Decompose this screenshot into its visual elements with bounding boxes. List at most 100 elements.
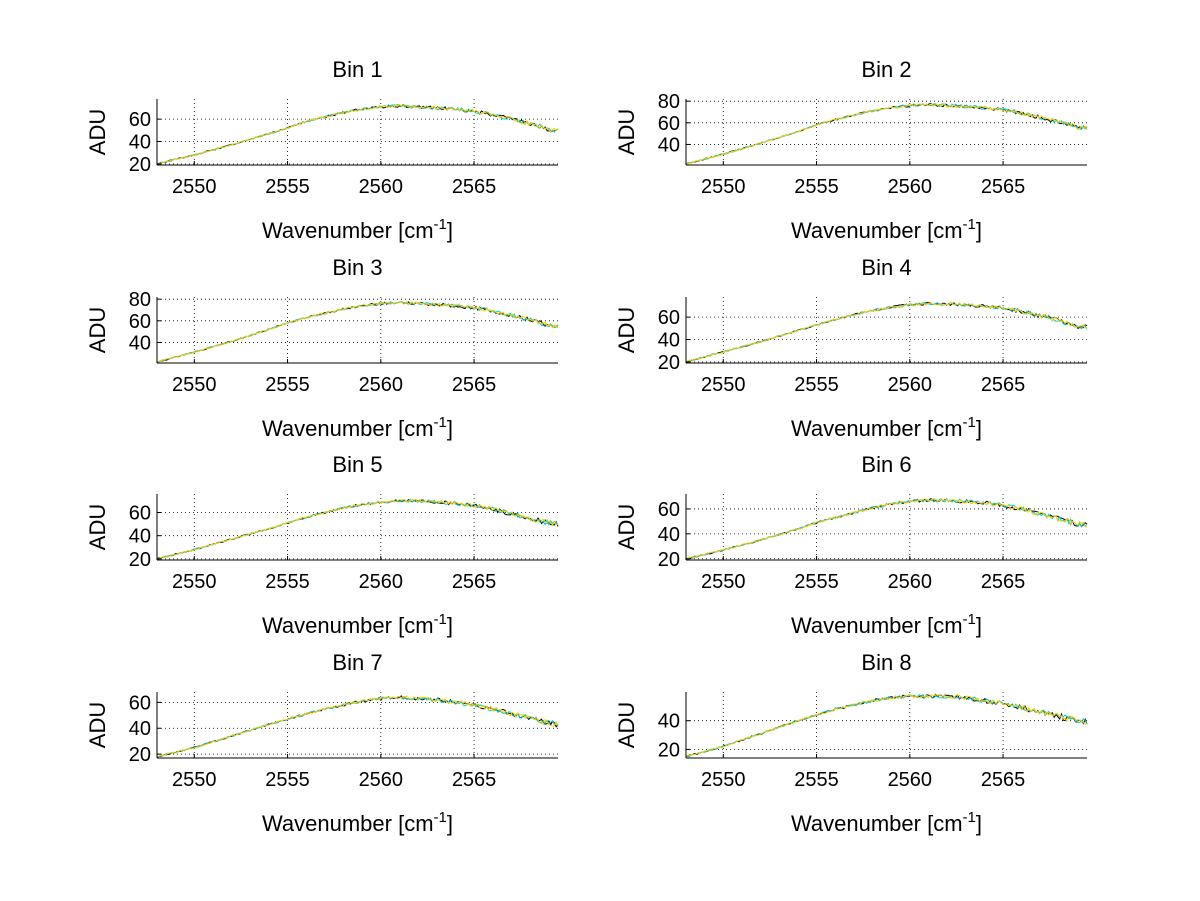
x-axis-label-superscript: -1	[963, 611, 976, 628]
x-tick-label: 2550	[701, 769, 746, 791]
x-axis-label-main: Wavenumber [cm	[791, 218, 963, 243]
x-axis-label-end: ]	[976, 613, 982, 638]
x-axis-label-end: ]	[447, 416, 453, 441]
x-tick-label: 2555	[794, 769, 839, 791]
x-axis-label: Wavenumber [cm-1]	[262, 611, 453, 638]
x-tick-label: 2560	[888, 571, 933, 593]
subplot-7: 2550 2555 2560 2565 20 40 60 Bin 7 Wavenumber [c…	[85, 650, 559, 836]
x-axis-label-end: ]	[976, 811, 982, 836]
x-tick-label: 2555	[794, 176, 839, 198]
x-axis-label-superscript: -1	[963, 414, 976, 431]
x-tick-label: 2560	[359, 374, 404, 396]
subplot-title: Bin 6	[861, 452, 911, 477]
series-line-yellow	[685, 694, 1088, 757]
y-tick-label: 60	[129, 503, 151, 525]
x-tick-label: 2560	[359, 769, 404, 791]
x-tick-label: 2550	[701, 571, 746, 593]
series-line-yellow	[156, 103, 559, 165]
x-axis-label-end: ]	[447, 811, 453, 836]
subplot-title: Bin 2	[861, 57, 911, 82]
subplot-title: Bin 1	[332, 57, 382, 82]
x-axis-label-end: ]	[447, 218, 453, 243]
y-tick-label: 40	[129, 526, 151, 548]
x-tick-label: 2560	[359, 176, 404, 198]
x-axis-label-superscript: -1	[434, 216, 447, 233]
y-tick-label: 60	[129, 311, 151, 333]
subplot-title: Bin 4	[861, 255, 911, 280]
x-axis-label-main: Wavenumber [cm	[791, 811, 963, 836]
x-axis-label-superscript: -1	[434, 809, 447, 826]
x-axis-label: Wavenumber [cm-1]	[262, 414, 453, 441]
x-axis-label-main: Wavenumber [cm	[791, 613, 963, 638]
y-tick-label: 60	[658, 307, 680, 329]
x-tick-label: 2565	[452, 769, 497, 791]
series-line-yellow	[156, 300, 559, 363]
x-axis-label-superscript: -1	[434, 414, 447, 431]
x-axis-label: Wavenumber [cm-1]	[791, 414, 982, 441]
y-tick-label: 60	[129, 109, 151, 131]
series-line-yellow	[685, 498, 1088, 559]
y-tick-label: 40	[129, 132, 151, 154]
y-tick-label: 20	[658, 739, 680, 761]
y-tick-label: 40	[129, 718, 151, 740]
subplot-8: 2550 2555 2560 2565 20 40 Bin 8 Wavenumber [cm-…	[614, 650, 1088, 836]
series-line-yellow	[156, 695, 559, 757]
y-axis-label: ADU	[85, 307, 110, 353]
x-tick-label: 2555	[265, 571, 310, 593]
y-axis-label: ADU	[85, 109, 110, 155]
x-tick-label: 2565	[452, 176, 497, 198]
subplot-title: Bin 3	[332, 255, 382, 280]
x-tick-label: 2555	[265, 769, 310, 791]
x-tick-label: 2555	[794, 374, 839, 396]
x-tick-label: 2550	[172, 571, 217, 593]
y-tick-label: 20	[129, 154, 151, 176]
x-axis-label-main: Wavenumber [cm	[262, 811, 434, 836]
series-line-yellow	[685, 103, 1088, 165]
y-tick-label: 60	[658, 113, 680, 135]
x-tick-label: 2565	[452, 374, 497, 396]
y-axis-label: ADU	[85, 504, 110, 550]
x-tick-label: 2550	[172, 769, 217, 791]
x-tick-label: 2550	[701, 176, 746, 198]
x-tick-label: 2555	[794, 571, 839, 593]
y-tick-label: 40	[658, 524, 680, 546]
x-tick-label: 2565	[981, 769, 1026, 791]
series-line-yellow	[156, 498, 559, 560]
subplot-6: 2550 2555 2560 2565 20 40 60 Bin 6 Wavenumber [c…	[614, 452, 1088, 638]
x-tick-label: 2550	[701, 374, 746, 396]
y-tick-label: 20	[658, 352, 680, 374]
x-tick-label: 2560	[888, 769, 933, 791]
subplot-title: Bin 5	[332, 452, 382, 477]
x-tick-label: 2565	[981, 571, 1026, 593]
x-tick-label: 2555	[265, 176, 310, 198]
y-axis-label: ADU	[614, 307, 639, 353]
subplot-title: Bin 8	[861, 650, 911, 675]
x-axis-label: Wavenumber [cm-1]	[791, 809, 982, 836]
x-tick-label: 2560	[888, 176, 933, 198]
x-tick-label: 2560	[359, 571, 404, 593]
x-tick-label: 2550	[172, 374, 217, 396]
x-tick-label: 2555	[265, 374, 310, 396]
y-axis-label: ADU	[614, 109, 639, 155]
x-tick-label: 2560	[888, 374, 933, 396]
x-axis-label-superscript: -1	[963, 216, 976, 233]
x-axis-label: Wavenumber [cm-1]	[262, 216, 453, 243]
x-axis-label-superscript: -1	[434, 611, 447, 628]
y-axis-label: ADU	[614, 504, 639, 550]
x-axis-label: Wavenumber [cm-1]	[791, 216, 982, 243]
y-tick-label: 40	[658, 134, 680, 156]
x-axis-label-end: ]	[976, 416, 982, 441]
y-axis-label: ADU	[614, 702, 639, 748]
y-axis-label: ADU	[85, 702, 110, 748]
x-axis-label-superscript: -1	[963, 809, 976, 826]
y-tick-label: 80	[658, 91, 680, 113]
x-axis-label-main: Wavenumber [cm	[262, 218, 434, 243]
y-tick-label: 40	[658, 330, 680, 352]
